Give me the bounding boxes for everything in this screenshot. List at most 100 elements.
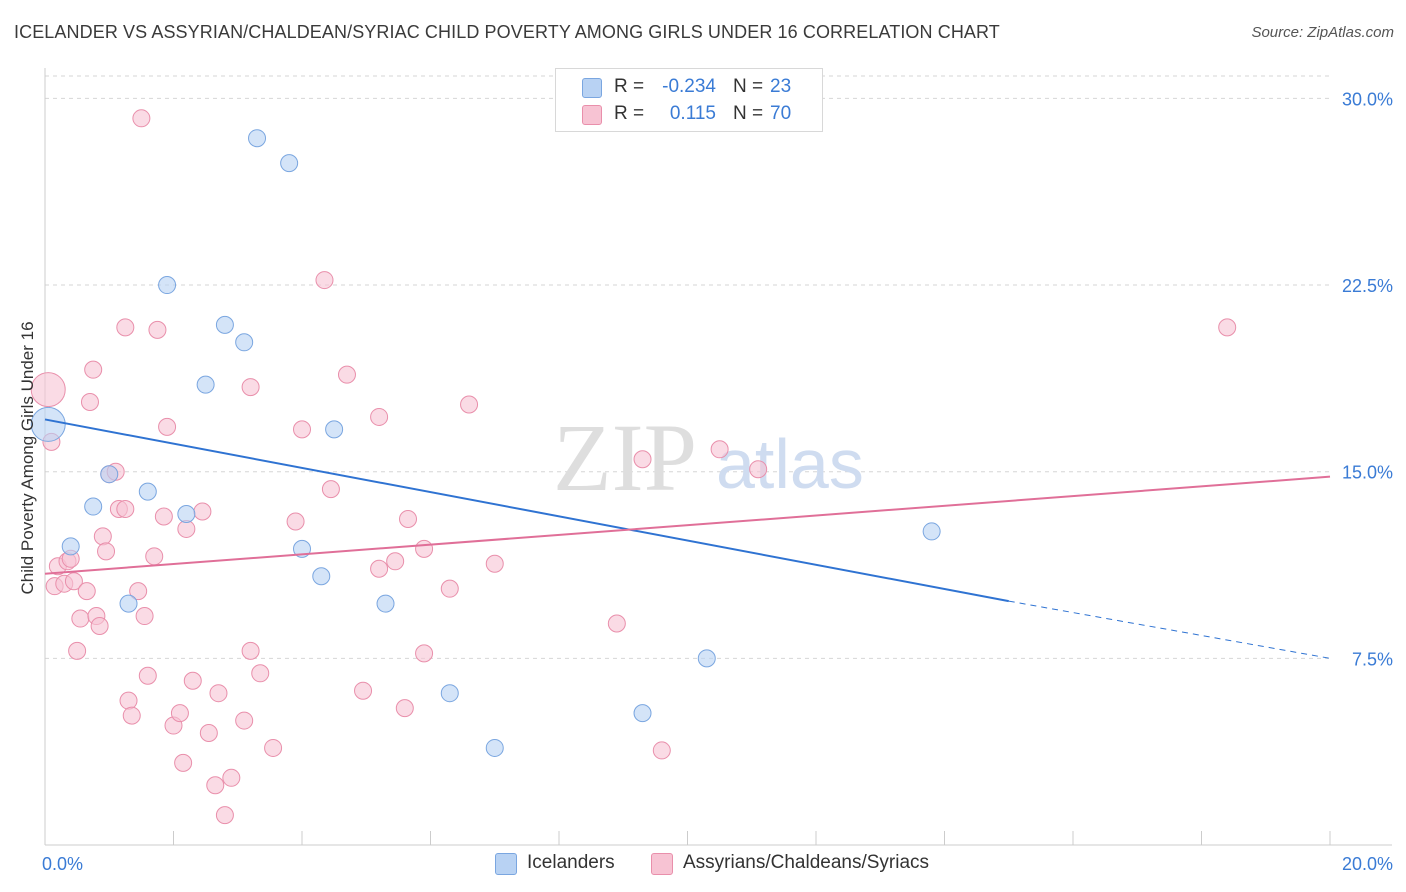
data-point-icelanders xyxy=(196,375,215,394)
stats-legend: R = -0.234 N = 23 R = 0.115 N = 70 xyxy=(555,68,823,132)
data-point-assyrians xyxy=(321,480,340,499)
data-point-icelanders xyxy=(30,406,66,442)
data-point-assyrians xyxy=(174,753,193,772)
data-point-assyrians xyxy=(652,741,671,760)
data-point-icelanders xyxy=(633,704,652,723)
source-credit: Source: ZipAtlas.com xyxy=(1251,24,1394,41)
data-point-assyrians xyxy=(138,666,157,685)
data-point-assyrians xyxy=(286,512,305,531)
data-point-assyrians xyxy=(710,440,729,459)
legend-r-label: R = xyxy=(614,103,645,124)
data-point-assyrians xyxy=(370,559,389,578)
data-point-assyrians xyxy=(132,109,151,128)
y-tick-label: 7.5% xyxy=(1352,649,1393,669)
legend-r-value: 0.115 xyxy=(669,103,716,124)
data-point-assyrians xyxy=(241,641,260,660)
data-point-assyrians xyxy=(215,806,234,825)
data-point-icelanders xyxy=(325,420,344,439)
data-point-assyrians xyxy=(183,671,202,690)
legend-swatch-blue xyxy=(495,853,517,875)
data-point-assyrians xyxy=(315,271,334,290)
x-tick-label: 0.0% xyxy=(42,854,83,874)
data-point-icelanders xyxy=(280,154,299,173)
data-point-assyrians xyxy=(135,607,154,626)
legend-n-value: 23 xyxy=(770,76,792,97)
data-point-icelanders xyxy=(177,505,196,524)
watermark-zip: ZIP xyxy=(553,404,697,511)
data-point-icelanders xyxy=(697,649,716,668)
data-point-assyrians xyxy=(71,609,90,628)
legend-r-label: R = xyxy=(614,76,645,97)
legend-n-value: 70 xyxy=(770,103,792,124)
data-point-assyrians xyxy=(460,395,479,414)
legend-n-label: N = xyxy=(733,76,764,97)
data-point-icelanders xyxy=(100,465,119,484)
legend-row-icelanders: R = -0.234 N = 23 xyxy=(556,74,822,100)
legend-swatch-pink xyxy=(582,105,602,125)
data-point-assyrians xyxy=(293,420,311,439)
data-point-assyrians xyxy=(354,681,373,700)
data-point-assyrians xyxy=(193,502,212,521)
data-point-assyrians xyxy=(264,738,283,757)
data-point-assyrians xyxy=(145,547,164,566)
data-point-assyrians xyxy=(122,706,141,725)
legend-n-label: N = xyxy=(733,103,764,124)
y-axis-label: Child Poverty Among Girls Under 16 xyxy=(18,321,37,594)
y-tick-label: 15.0% xyxy=(1342,463,1393,483)
y-tick-label: 22.5% xyxy=(1342,276,1393,296)
watermark-atlas: atlas xyxy=(716,425,864,503)
x-tick-label: 20.0% xyxy=(1342,854,1393,874)
data-point-assyrians xyxy=(90,616,109,635)
series-legend: Icelanders Assyrians/Chaldeans/Syriacs xyxy=(0,852,1406,878)
data-point-assyrians xyxy=(97,542,116,561)
data-point-assyrians xyxy=(129,582,148,601)
data-point-assyrians xyxy=(415,539,434,558)
data-point-icelanders xyxy=(312,567,331,586)
data-point-assyrians xyxy=(93,527,112,546)
data-point-assyrians xyxy=(749,460,768,479)
chart-title: ICELANDER VS ASSYRIAN/CHALDEAN/SYRIAC CH… xyxy=(14,22,1000,42)
data-point-icelanders xyxy=(215,315,234,334)
data-point-icelanders xyxy=(84,497,103,516)
legend-r-value: -0.234 xyxy=(662,76,716,97)
data-point-assyrians xyxy=(386,552,405,571)
data-point-assyrians xyxy=(251,664,270,683)
data-point-icelanders xyxy=(138,482,157,501)
data-point-assyrians xyxy=(485,554,504,573)
data-point-assyrians xyxy=(116,500,135,519)
data-point-icelanders xyxy=(235,333,254,352)
legend-row-assyrians: R = 0.115 N = 70 xyxy=(556,101,822,127)
y-tick-label: 30.0% xyxy=(1342,89,1393,109)
data-point-assyrians xyxy=(119,691,138,710)
legend-label-assyrians: Assyrians/Chaldeans/Syriacs xyxy=(683,852,930,873)
data-point-assyrians xyxy=(154,507,173,526)
data-point-assyrians xyxy=(30,372,66,408)
data-point-assyrians xyxy=(440,579,459,598)
data-point-icelanders xyxy=(376,594,395,613)
data-point-icelanders xyxy=(119,594,138,613)
data-point-assyrians xyxy=(399,509,418,528)
data-point-assyrians xyxy=(235,711,254,730)
data-point-assyrians xyxy=(607,614,626,633)
data-point-assyrians xyxy=(209,684,228,703)
data-point-assyrians xyxy=(158,417,177,436)
data-point-assyrians xyxy=(199,724,218,743)
data-point-icelanders xyxy=(485,738,504,757)
data-point-assyrians xyxy=(80,393,99,412)
data-point-icelanders xyxy=(922,522,941,541)
data-point-assyrians xyxy=(170,704,189,723)
data-point-assyrians xyxy=(116,318,135,337)
legend-swatch-blue xyxy=(582,78,602,98)
data-point-icelanders xyxy=(61,537,80,556)
data-point-assyrians xyxy=(415,644,434,663)
data-point-assyrians xyxy=(1218,318,1237,337)
data-point-assyrians xyxy=(64,572,83,591)
data-point-assyrians xyxy=(241,378,260,397)
trend-line-icelanders-extension xyxy=(1008,600,1331,659)
data-point-assyrians xyxy=(206,776,225,795)
data-point-assyrians xyxy=(370,407,389,426)
data-point-assyrians xyxy=(633,450,652,469)
data-point-assyrians xyxy=(77,582,96,601)
data-point-icelanders xyxy=(440,684,459,703)
